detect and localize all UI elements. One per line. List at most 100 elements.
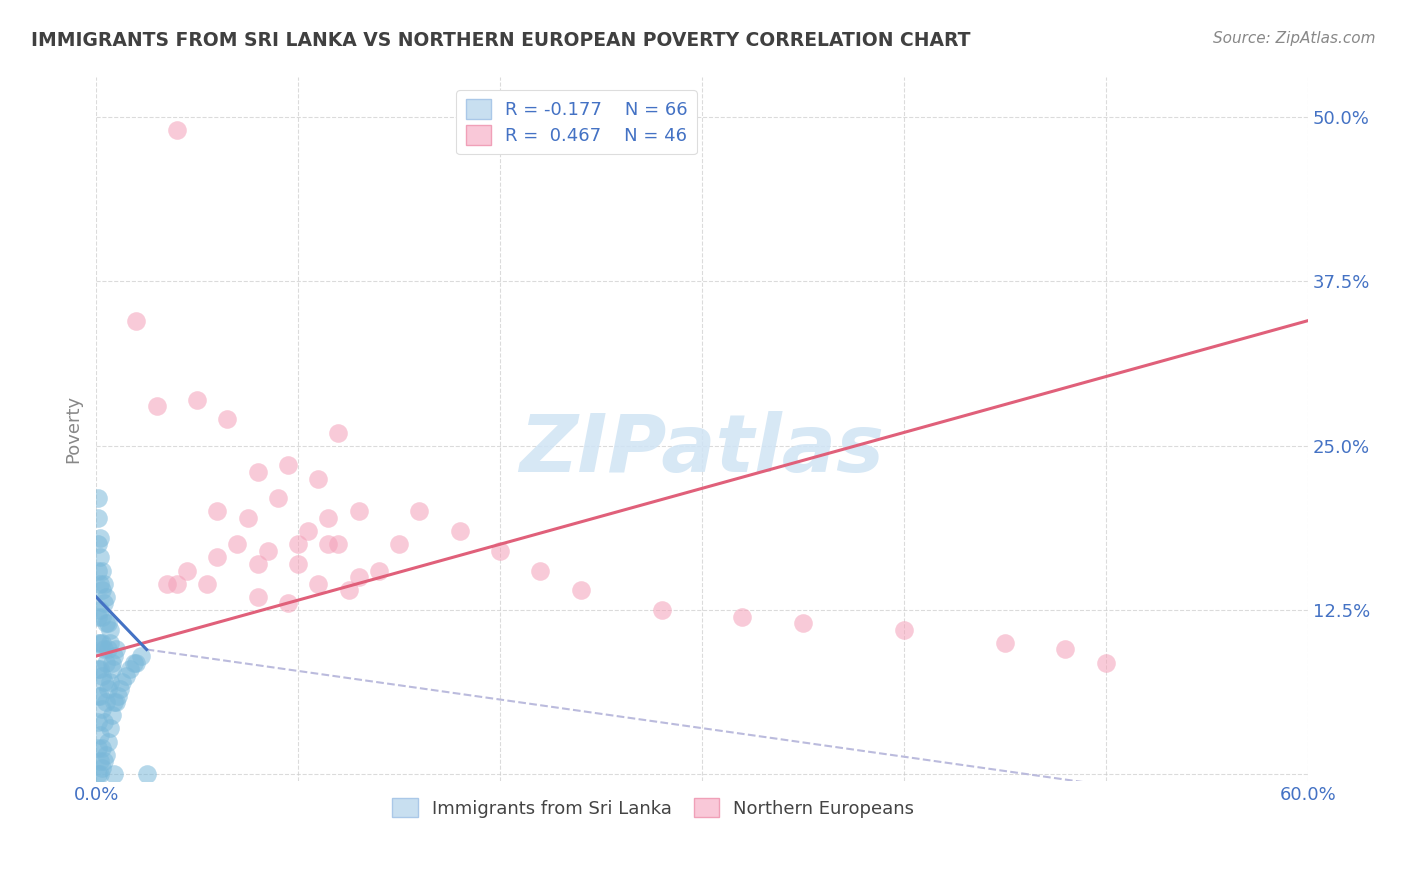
Point xyxy=(103,695,125,709)
Point xyxy=(89,636,111,650)
Point xyxy=(87,636,110,650)
Point xyxy=(569,583,592,598)
Point xyxy=(101,662,124,676)
Point xyxy=(98,636,121,650)
Point xyxy=(97,681,120,696)
Point xyxy=(236,511,259,525)
Text: ZIPatlas: ZIPatlas xyxy=(519,411,884,490)
Point xyxy=(328,537,350,551)
Point xyxy=(195,576,218,591)
Point xyxy=(93,597,115,611)
Point xyxy=(93,714,115,729)
Point xyxy=(87,767,110,781)
Point xyxy=(87,662,110,676)
Point xyxy=(87,511,110,525)
Point xyxy=(96,656,118,670)
Point xyxy=(166,576,188,591)
Point xyxy=(89,728,111,742)
Point xyxy=(489,544,512,558)
Point xyxy=(96,590,118,604)
Point xyxy=(307,471,329,485)
Point xyxy=(96,747,118,762)
Text: IMMIGRANTS FROM SRI LANKA VS NORTHERN EUROPEAN POVERTY CORRELATION CHART: IMMIGRANTS FROM SRI LANKA VS NORTHERN EU… xyxy=(31,31,970,50)
Point xyxy=(125,656,148,670)
Point xyxy=(186,392,208,407)
Point xyxy=(318,537,340,551)
Point xyxy=(87,741,110,756)
Point xyxy=(267,491,290,506)
Point xyxy=(277,597,299,611)
Point xyxy=(91,609,114,624)
Point xyxy=(176,564,198,578)
Point xyxy=(347,570,370,584)
Point xyxy=(388,537,411,551)
Point xyxy=(89,550,111,565)
Point xyxy=(207,504,229,518)
Point xyxy=(93,675,115,690)
Point xyxy=(287,537,309,551)
Point xyxy=(91,741,114,756)
Point xyxy=(87,609,110,624)
Point xyxy=(650,603,672,617)
Point xyxy=(101,708,124,723)
Point xyxy=(87,564,110,578)
Point xyxy=(1094,656,1116,670)
Point xyxy=(105,642,128,657)
Legend: Immigrants from Sri Lanka, Northern Europeans: Immigrants from Sri Lanka, Northern Euro… xyxy=(385,790,922,825)
Point xyxy=(893,623,915,637)
Point xyxy=(97,616,120,631)
Point xyxy=(328,425,350,440)
Point xyxy=(111,675,134,690)
Point xyxy=(287,557,309,571)
Point xyxy=(97,734,120,748)
Point xyxy=(87,714,110,729)
Point xyxy=(994,636,1017,650)
Point xyxy=(96,695,118,709)
Point xyxy=(1054,642,1077,657)
Point xyxy=(89,531,111,545)
Point xyxy=(307,576,329,591)
Point xyxy=(110,681,132,696)
Point xyxy=(125,314,148,328)
Point xyxy=(297,524,319,538)
Point xyxy=(115,669,138,683)
Point xyxy=(89,576,111,591)
Point xyxy=(129,648,152,663)
Point xyxy=(93,754,115,768)
Point xyxy=(93,576,115,591)
Point xyxy=(217,412,239,426)
Point xyxy=(107,689,129,703)
Point xyxy=(529,564,551,578)
Point xyxy=(103,767,125,781)
Point xyxy=(96,616,118,631)
Point xyxy=(318,511,340,525)
Point xyxy=(89,767,111,781)
Point xyxy=(246,465,269,479)
Point xyxy=(135,767,157,781)
Point xyxy=(87,689,110,703)
Point xyxy=(337,583,360,598)
Point xyxy=(89,662,111,676)
Point xyxy=(98,623,121,637)
Point xyxy=(124,656,146,670)
Text: Source: ZipAtlas.com: Source: ZipAtlas.com xyxy=(1212,31,1375,46)
Point xyxy=(101,656,124,670)
Point xyxy=(145,399,167,413)
Point xyxy=(89,603,111,617)
Point xyxy=(256,544,278,558)
Point xyxy=(246,557,269,571)
Point xyxy=(792,616,814,631)
Point xyxy=(87,537,110,551)
Point xyxy=(103,648,125,663)
Point xyxy=(98,722,121,736)
Point xyxy=(166,123,188,137)
Point xyxy=(277,458,299,473)
Point xyxy=(91,583,114,598)
Point xyxy=(91,761,114,775)
Point xyxy=(408,504,430,518)
Point xyxy=(207,550,229,565)
Point xyxy=(87,491,110,506)
Point xyxy=(731,609,754,624)
Point xyxy=(120,662,142,676)
Point xyxy=(246,590,269,604)
